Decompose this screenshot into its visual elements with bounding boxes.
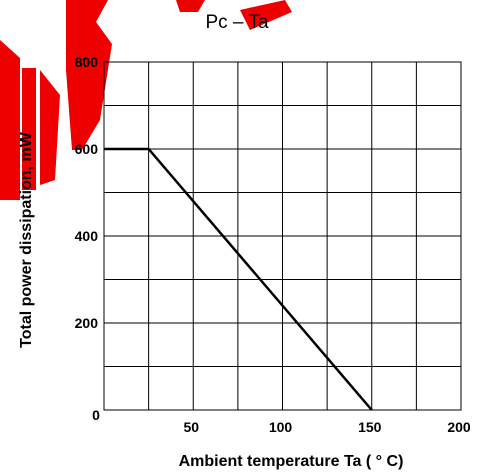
x-axis-label: Ambient temperature Ta ( ° C): [179, 453, 404, 470]
origin-tick-label: 0: [92, 407, 100, 423]
y-tick-label: 600: [75, 141, 99, 157]
chart-title: Pc – Ta: [205, 12, 268, 33]
series-group: [104, 147, 373, 411]
x-tick-labels: 50 100 150 200: [183, 419, 470, 435]
series-line: [104, 147, 373, 411]
x-tick-label: 50: [183, 419, 199, 435]
y-axis-label: Total power dissipation, mW: [18, 131, 35, 348]
x-tick-label: 200: [447, 419, 471, 435]
grid: [104, 62, 461, 410]
plot-frame: [103, 61, 462, 411]
watermark: [0, 0, 292, 200]
y-tick-label: 400: [75, 228, 99, 244]
y-tick-label: 200: [75, 315, 99, 331]
y-tick-label: 800: [75, 54, 99, 70]
y-tick-labels: 200 400 600 800: [75, 54, 99, 331]
x-tick-label: 150: [358, 419, 382, 435]
x-tick-label: 100: [269, 419, 293, 435]
